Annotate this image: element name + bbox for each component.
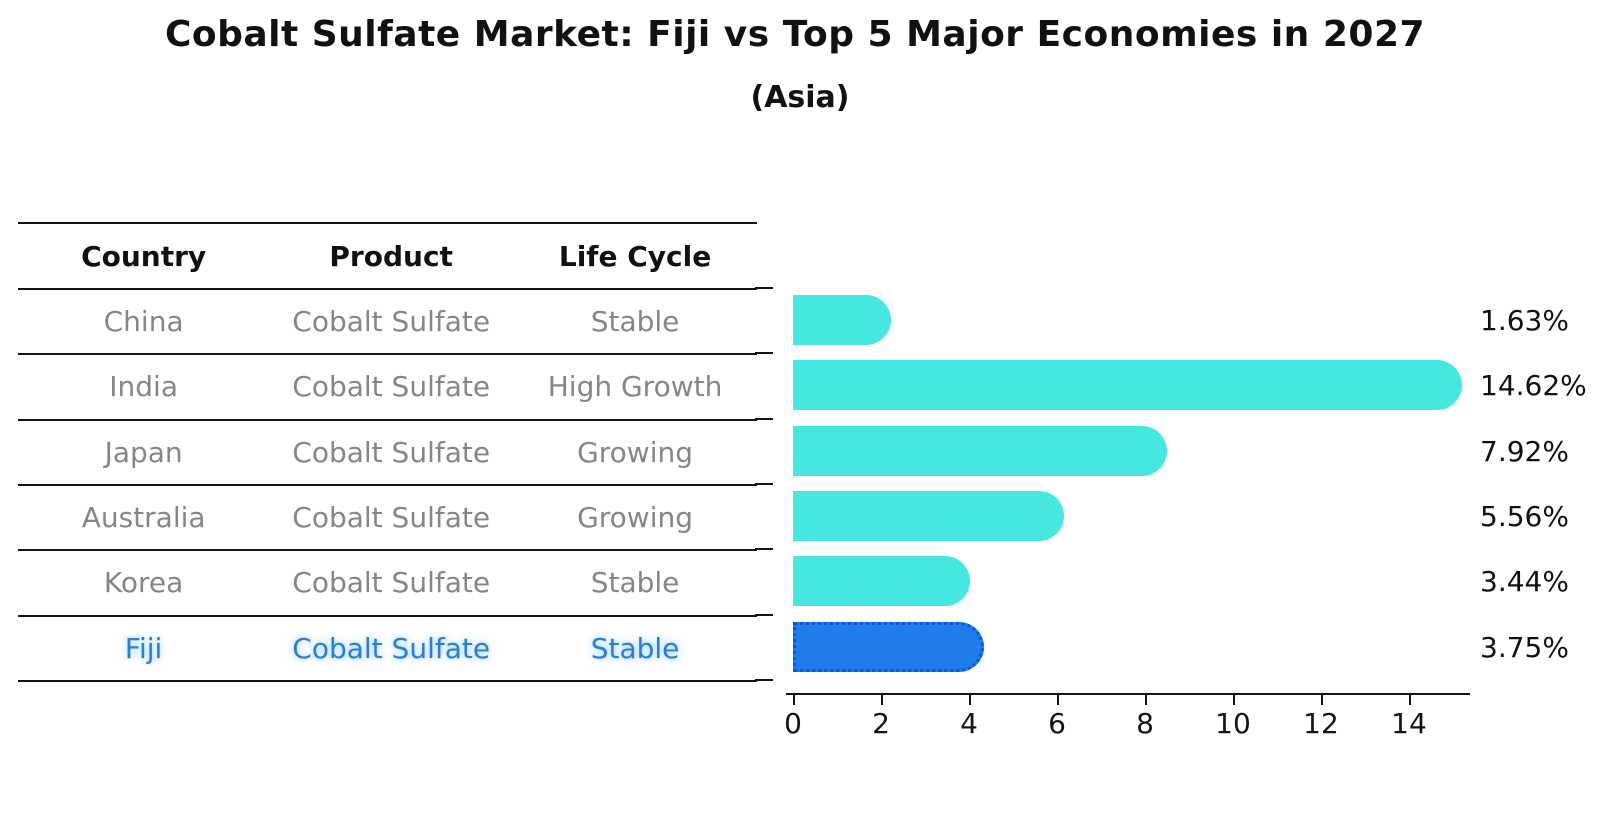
- value-label-australia: 5.56%: [1480, 500, 1569, 534]
- x-axis-tick-label: 0: [784, 707, 802, 740]
- x-axis-tick-label: 6: [1048, 707, 1066, 740]
- table-cell-product: Cobalt Sulfate: [292, 631, 491, 665]
- x-axis-tick-label: 12: [1303, 707, 1339, 740]
- table-cell-product: Cobalt Sulfate: [292, 370, 491, 404]
- x-axis-line: [786, 693, 1470, 695]
- table-header-row: Country Product Life Cycle: [18, 222, 757, 288]
- bar-row-korea: [793, 549, 1473, 614]
- value-label-fiji: 3.75%: [1480, 630, 1569, 664]
- table-row: Korea Cobalt Sulfate Stable: [18, 549, 757, 614]
- table-cell-country: China: [103, 305, 184, 338]
- x-axis-tick-label: 8: [1136, 707, 1154, 740]
- bar-india[interactable]: [793, 360, 1463, 411]
- table-cell-country: Australia: [81, 500, 206, 534]
- bar-korea[interactable]: [793, 556, 971, 607]
- bar-row-australia: [793, 484, 1473, 549]
- value-label-china: 1.63%: [1480, 304, 1569, 338]
- table-header-life-cycle: Life Cycle: [558, 239, 712, 273]
- y-axis-tick: [755, 352, 773, 355]
- x-axis-tick: [1057, 695, 1059, 705]
- table-cell-life-cycle: Stable: [590, 566, 680, 600]
- table-row: Fiji Cobalt Sulfate Stable: [18, 614, 757, 680]
- table-cell-country: Japan: [104, 435, 183, 469]
- bar-china[interactable]: [793, 295, 891, 345]
- bar-japan[interactable]: [793, 425, 1168, 476]
- table-cell-product: Cobalt Sulfate: [292, 566, 491, 600]
- table-cell-country: India: [109, 370, 178, 404]
- x-axis-tick-label: 14: [1391, 707, 1427, 740]
- table-cell-product: Cobalt Sulfate: [292, 305, 491, 338]
- table-cell-life-cycle: Growing: [577, 500, 693, 534]
- bar-row-india: [793, 353, 1473, 418]
- table-cell-life-cycle: Stable: [590, 631, 680, 665]
- x-axis-tick: [1233, 695, 1235, 705]
- value-label-india: 14.62%: [1480, 369, 1587, 403]
- table-cell-country: Fiji: [124, 631, 163, 665]
- table-cell-product: Cobalt Sulfate: [292, 435, 491, 469]
- table-cell-life-cycle: High Growth: [547, 370, 723, 404]
- y-axis-tick: [755, 287, 773, 289]
- bar-plot-area: [793, 288, 1473, 680]
- table-cell-life-cycle: Growing: [577, 435, 693, 469]
- bar-row-china: [793, 288, 1473, 353]
- bar-australia[interactable]: [793, 490, 1064, 541]
- table-cell-country: Korea: [103, 566, 184, 600]
- table-cell-life-cycle: Stable: [590, 305, 680, 338]
- value-label-japan: 7.92%: [1480, 434, 1569, 468]
- x-axis-tick: [969, 695, 971, 705]
- value-label-korea: 3.44%: [1480, 565, 1569, 599]
- chart-subtitle: (Asia): [750, 80, 850, 115]
- table-row: Australia Cobalt Sulfate Growing: [18, 483, 757, 549]
- table-header-product: Product: [329, 239, 453, 273]
- table-bottom-rule: [18, 680, 757, 682]
- table-header-country: Country: [81, 239, 207, 273]
- bar-fiji[interactable]: [793, 621, 984, 672]
- x-axis-tick: [1321, 695, 1323, 705]
- x-axis-tick-label: 2: [872, 707, 890, 740]
- y-axis-tick: [755, 417, 773, 420]
- x-axis-tick: [881, 695, 883, 705]
- y-axis-tick: [755, 678, 773, 681]
- table-row: India Cobalt Sulfate High Growth: [18, 353, 757, 418]
- bar-row-japan: [793, 419, 1473, 484]
- table-cell-product: Cobalt Sulfate: [292, 500, 491, 534]
- table-row: China Cobalt Sulfate Stable: [18, 288, 757, 353]
- y-axis-tick: [755, 548, 773, 551]
- x-axis-tick: [793, 695, 795, 705]
- x-axis-tick-label: 10: [1215, 707, 1251, 740]
- x-axis-tick: [1145, 695, 1147, 705]
- x-axis-tick-label: 4: [960, 707, 978, 740]
- bar-row-fiji: [793, 615, 1473, 680]
- chart-title: Cobalt Sulfate Market: Fiji vs Top 5 Maj…: [164, 14, 1426, 55]
- y-axis-tick: [755, 482, 773, 485]
- x-axis-tick: [1409, 695, 1411, 705]
- table-row: Japan Cobalt Sulfate Growing: [18, 418, 757, 484]
- y-axis-tick: [755, 613, 773, 616]
